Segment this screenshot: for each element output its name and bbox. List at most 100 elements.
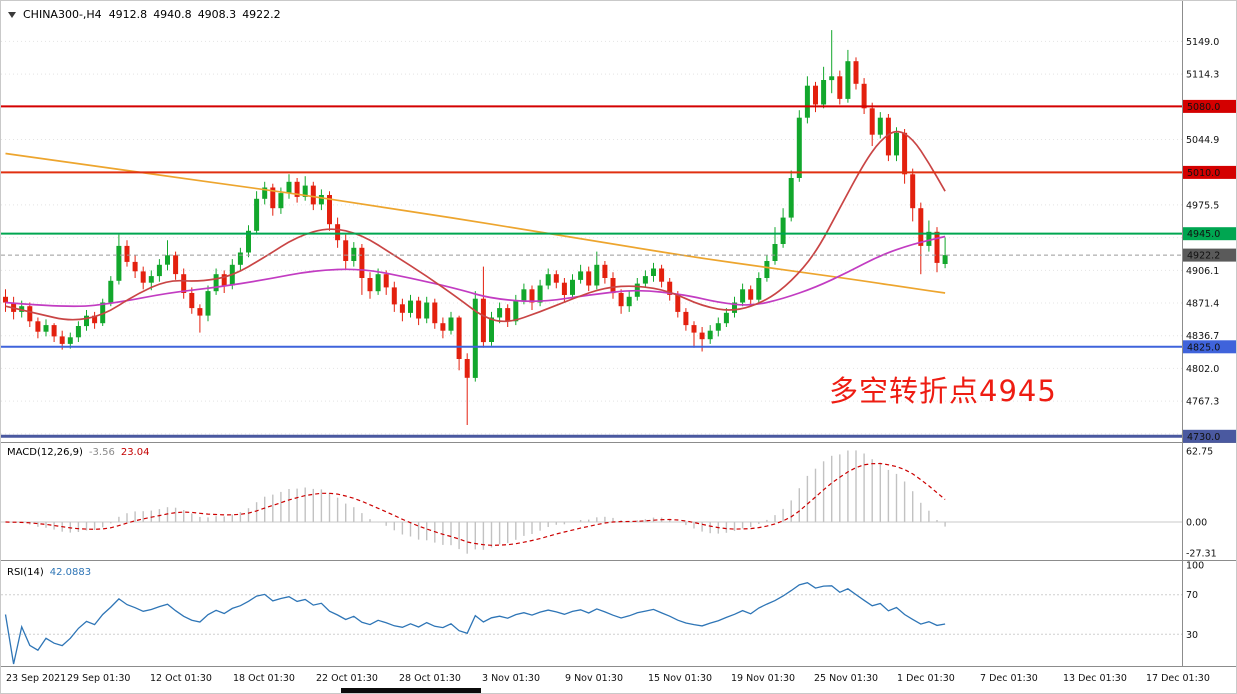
candle-body [926,231,932,246]
magenta-ma-line [5,235,946,308]
date-label: 17 Dec 01:30 [1146,673,1210,684]
price-tick-label: 4767.3 [1186,397,1219,408]
candle-body [659,268,665,282]
rsi-indicator-label: RSI(14) 42.0883 [7,567,91,578]
candle-body [92,315,98,324]
price-badge-label: 5010.0 [1187,168,1220,179]
candle-body [910,174,916,209]
price-tick-label: 4906.1 [1186,266,1219,277]
date-axis: 23 Sep 2021 29 Sep 01:30 12 Oct 01:30 18 Oc… [6,673,1210,684]
candle-body [902,132,908,175]
candle-body [715,323,721,331]
candle-body [570,279,575,295]
candle-body [294,181,300,197]
candle-body [3,296,8,303]
date-label: 23 Sep 2021 [6,673,66,684]
orange-ma-line [5,152,946,294]
candle-body [586,271,592,286]
price-tick-label: 5114.3 [1186,70,1219,81]
rsi-name: RSI(14) [7,567,44,578]
date-label: 12 Oct 01:30 [150,673,212,684]
candle-body [270,187,276,209]
candle-body [829,76,835,81]
candle-body [359,247,365,278]
candle-body [116,245,122,281]
candle-body [683,311,689,326]
candle-body [391,287,397,305]
candle-body [699,332,705,340]
date-label: 15 Nov 01:30 [648,673,712,684]
price-badge-label: 4730.0 [1187,432,1220,443]
candle-body [43,325,49,332]
candle-body [351,247,357,261]
macd-signal-value: 23.04 [120,447,150,458]
candle-body [780,217,786,244]
date-label: 29 Sep 01:30 [67,673,130,684]
candle-body [124,245,130,262]
date-label: 13 Dec 01:30 [1063,673,1127,684]
macd-axis-label: 0.00 [1186,518,1207,529]
candle-body [310,185,316,205]
candle-body [853,61,859,84]
candle-body [383,274,389,288]
candle-body [140,271,146,283]
candle-body [618,293,624,307]
close-value: 4922.2 [242,8,281,21]
candle-body [19,306,25,312]
macd-signal-line [5,462,946,546]
date-label: 9 Nov 01:30 [565,673,623,684]
candle-body [181,274,187,293]
candle-body [424,302,430,319]
candle-body [262,187,268,199]
candle-body [772,244,778,261]
date-label: 18 Oct 01:30 [233,673,295,684]
candle-body [788,178,794,218]
macd-panel: 62.75 0.00 -27.31 [1,447,1217,559]
candle-body [343,240,349,261]
candle-body [165,255,170,265]
candle-body [75,326,81,338]
candle-body [764,261,770,278]
red-ma-line [5,130,946,323]
candle-body [464,359,470,378]
date-label: 3 Nov 01:30 [482,673,540,684]
candle-body [553,274,559,283]
candle-body [148,276,154,283]
candle-body [286,181,292,194]
bottom-scrollbar-thumb[interactable] [341,688,481,693]
price-badge-label: 4922.2 [1187,251,1220,262]
date-label: 1 Dec 01:30 [897,673,955,684]
macd-name: MACD(12,26,9) [7,447,83,458]
price-tick-label: 4871.4 [1186,299,1219,310]
candle-body [513,300,519,322]
rsi-axis-label: 30 [1186,630,1198,641]
candle-body [11,302,17,312]
candle-body [318,195,324,205]
candle-body [213,274,219,292]
candle-body [375,274,381,292]
candle-body [480,298,486,343]
candle-body [327,195,332,225]
candle-body [221,274,227,286]
price-badge [1183,248,1236,262]
candle-body [756,278,762,300]
candle-body [408,300,413,313]
candle-body [189,293,195,309]
candle-body [651,268,656,276]
candle-body [626,296,632,307]
candle-body [505,308,511,322]
candle-body [885,117,891,156]
candle-body [59,336,65,344]
candle-body [27,306,33,322]
candle-body [497,308,503,318]
price-tick-label: 5044.9 [1186,135,1219,146]
candle-body [132,261,138,272]
candle-body [918,208,924,246]
candle-body [472,298,478,378]
candle-body [67,337,73,344]
candle-body [594,264,600,286]
candle-body [942,255,948,264]
candle-body [529,289,535,303]
